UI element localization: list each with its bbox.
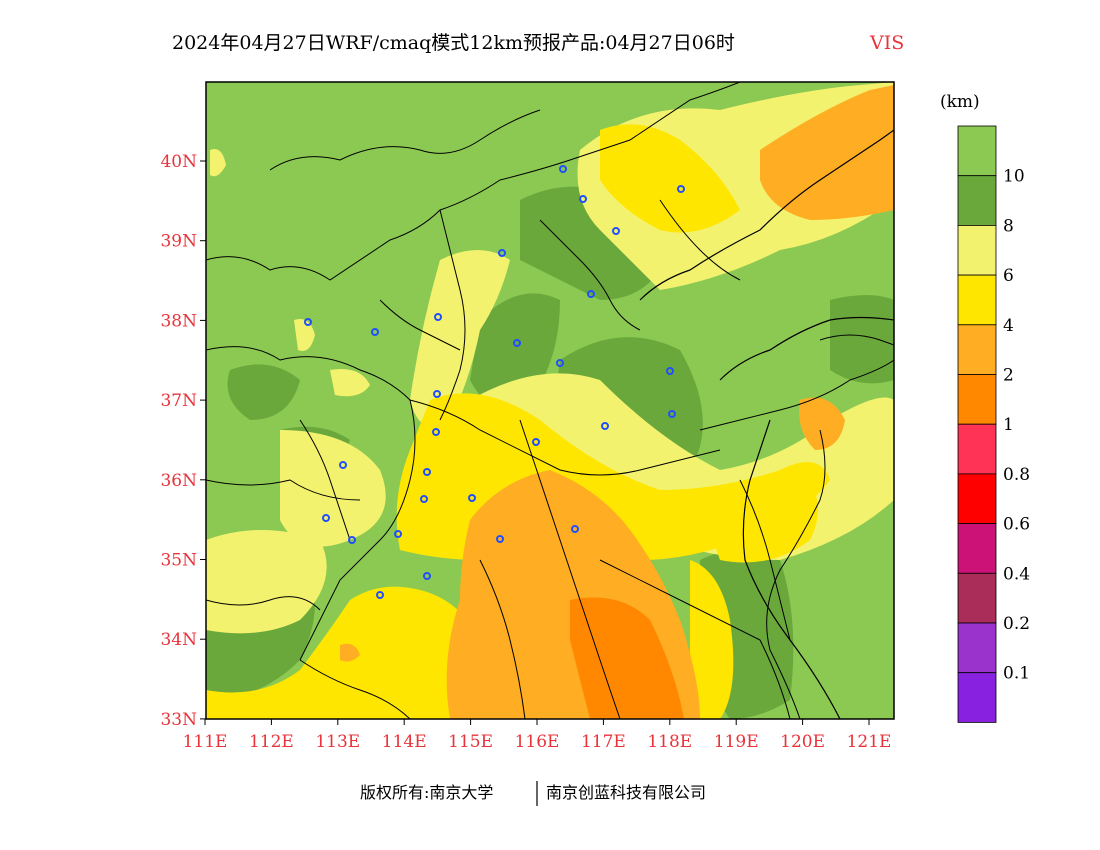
colorbar-label: 0.4 [1003, 564, 1030, 584]
colorbar-swatch [957, 224, 997, 276]
city-marker [433, 390, 441, 398]
y-tick-label: 34N [160, 630, 197, 650]
city-marker [559, 165, 567, 173]
city-marker [498, 249, 506, 257]
footer-company: 南京创蓝科技有限公司 [546, 783, 706, 802]
colorbar-label: 0.1 [1003, 664, 1030, 684]
colorbar-swatch [957, 473, 997, 524]
city-marker [420, 495, 428, 503]
city-marker [513, 339, 521, 347]
colorbar-label: 4 [1003, 316, 1014, 336]
city-marker [496, 535, 504, 543]
x-tick-label: 113E [315, 732, 360, 752]
city-marker [394, 530, 402, 538]
x-tick-label: 116E [515, 732, 560, 752]
colorbar-swatch [957, 523, 997, 574]
x-tick-label: 119E [714, 732, 759, 752]
y-tick-label: 37N [160, 391, 197, 411]
footer-copyright: 版权所有:南京大学 [360, 783, 493, 802]
city-marker [556, 359, 564, 367]
y-tick-label: 33N [160, 710, 197, 730]
map-variable-label: VIS [869, 32, 904, 54]
x-tick-label: 115E [448, 732, 493, 752]
city-marker [348, 536, 356, 544]
city-marker [587, 290, 595, 298]
city-marker [371, 328, 379, 336]
city-marker [423, 468, 431, 476]
coastline [639, 129, 894, 719]
administrative-boundaries [206, 82, 894, 719]
colorbar-swatch [957, 572, 997, 624]
colorbar-label: 0.6 [1003, 515, 1030, 535]
colorbar-label: 2 [1003, 366, 1014, 386]
colorbar-swatch [957, 274, 997, 326]
city-marker [322, 514, 330, 522]
city-marker [612, 227, 620, 235]
city-marker [468, 494, 476, 502]
city-marker [677, 185, 685, 193]
x-tick-label: 120E [780, 732, 825, 752]
x-tick-label: 112E [249, 732, 294, 752]
y-tick-label: 36N [160, 471, 197, 491]
colorbar-unit: (km) [940, 92, 980, 112]
visibility-band-1-2km [570, 597, 684, 719]
city-marker [666, 367, 674, 375]
x-tick-label: 117E [581, 732, 626, 752]
colorbar-swatch [957, 622, 997, 674]
city-marker [579, 195, 587, 203]
longitude-axis: 111E 112E 113E 114E 115E 116E 117E 118E 119E 120E… [183, 719, 892, 752]
y-tick-label: 35N [160, 551, 197, 571]
x-tick-label: 111E [183, 732, 228, 752]
visibility-colorbar: 10 8 6 4 2 1 0.8 0.6 0.4 0.2 0.1 [957, 125, 1030, 723]
x-tick-label: 118E [647, 732, 692, 752]
colorbar-label: 6 [1003, 266, 1014, 286]
colorbar-swatch [957, 324, 997, 375]
y-tick-label: 40N [160, 152, 197, 172]
colorbar-swatch [957, 374, 997, 425]
city-marker [376, 591, 384, 599]
latitude-axis: 40N 39N 38N 37N 36N 35N 34N 33N [160, 152, 206, 730]
colorbar-label: 0.2 [1003, 614, 1030, 634]
city-marker [434, 313, 442, 321]
colorbar-label: 0.8 [1003, 465, 1030, 485]
colorbar-swatch [957, 125, 997, 177]
city-marker [432, 428, 440, 436]
city-markers [304, 165, 685, 599]
map-title: 2024年04月27日WRF/cmaq模式12km预报产品:04月27日06时 [172, 32, 735, 54]
colorbar-swatch [957, 175, 997, 226]
city-marker [423, 572, 431, 580]
city-marker [668, 410, 676, 418]
x-tick-label: 121E [847, 732, 892, 752]
city-marker [532, 438, 540, 446]
city-marker [339, 461, 347, 469]
colorbar-label: 8 [1003, 216, 1014, 236]
x-tick-label: 114E [382, 732, 427, 752]
y-tick-label: 38N [160, 311, 197, 331]
colorbar-swatch [957, 423, 997, 475]
city-marker [601, 422, 609, 430]
colorbar-label: 1 [1003, 415, 1014, 435]
city-marker [571, 525, 579, 533]
visibility-map [206, 82, 894, 719]
colorbar-swatch [957, 672, 997, 723]
city-marker [304, 318, 312, 326]
colorbar-label: 10 [1003, 167, 1025, 187]
y-tick-label: 39N [160, 232, 197, 252]
